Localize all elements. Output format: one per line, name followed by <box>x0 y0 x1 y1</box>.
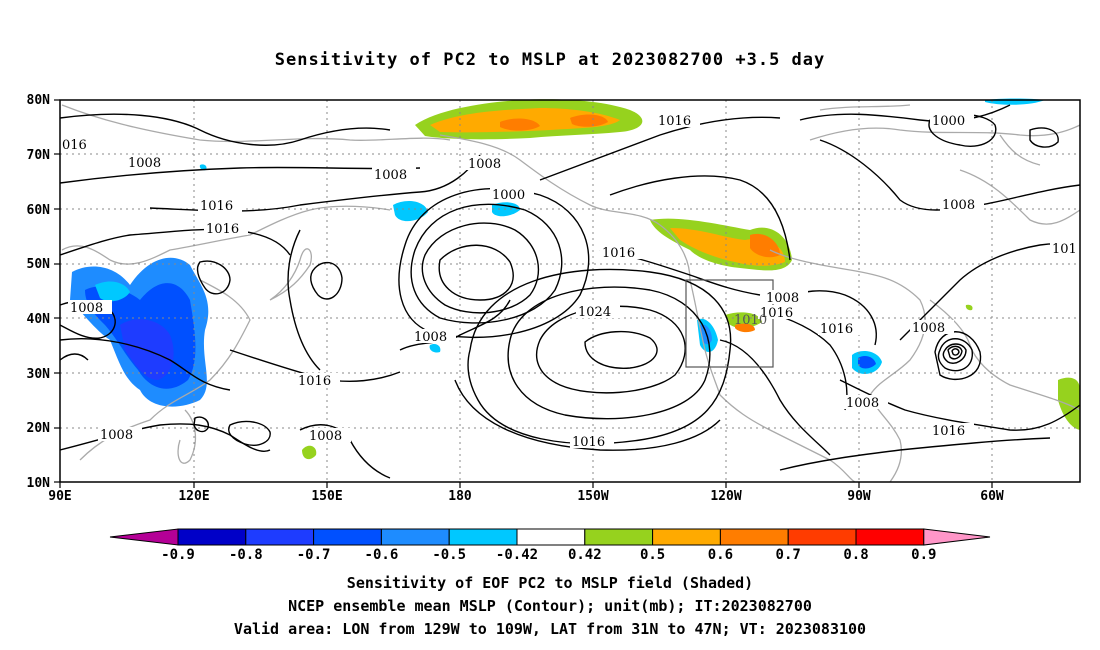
contour-label: 1008 <box>942 198 975 213</box>
colorbar-max-arrow <box>923 528 991 546</box>
colorbar-tick-label: 0.6 <box>708 547 733 563</box>
contour-label: 1016 <box>200 199 233 214</box>
lon-label: 120E <box>178 489 209 504</box>
contour-labels: 1008 016 1008 1016 1016 1008 1000 1016 1… <box>62 113 1080 450</box>
colorbar-swatch <box>584 528 654 546</box>
lat-label: 60N <box>27 203 51 218</box>
footer-caption-line-1: Sensitivity of EOF PC2 to MSLP field (Sh… <box>346 574 754 592</box>
colorbar-swatch <box>855 528 925 546</box>
colorbar-swatch <box>448 528 518 546</box>
contour-label: 1008 <box>128 156 161 171</box>
lat-label: 40N <box>27 312 51 327</box>
colorbar-swatch <box>380 528 450 546</box>
lat-label: 10N <box>27 476 51 491</box>
contour-label: 1016 <box>820 322 853 337</box>
contour-label: 1000 <box>932 114 965 129</box>
contour-label: 1016 <box>760 306 793 321</box>
contour-label: 1016 <box>658 114 691 129</box>
contour-label: 1008 <box>70 301 103 316</box>
colorbar-swatch <box>313 528 382 546</box>
colorbar-tick-label: -0.8 <box>229 547 263 563</box>
contour-label: 1008 <box>309 429 342 444</box>
svg-text:016: 016 <box>62 138 87 153</box>
mslp-contours <box>59 104 1081 479</box>
contour-label: 1008 <box>414 330 447 345</box>
lat-label: 50N <box>27 257 51 272</box>
lon-label: 150W <box>577 489 608 504</box>
lat-label: 70N <box>27 148 51 163</box>
sensitivity-shading <box>70 98 1080 460</box>
colorbar-swatch <box>652 528 721 546</box>
colorbar-min-arrow <box>109 528 179 546</box>
colorbar-swatch <box>719 528 789 546</box>
contour-label: 1008 <box>468 157 501 172</box>
footer-caption-line-2: NCEP ensemble mean MSLP (Contour); unit(… <box>288 597 812 615</box>
valid-area-box <box>685 279 774 368</box>
colorbar-tick-label: 0.5 <box>640 547 665 563</box>
axis-ticks <box>54 99 993 488</box>
footer-caption-line-3: Valid area: LON from 129W to 109W, LAT f… <box>233 620 867 638</box>
colorbar: -0.9 -0.8 -0.7 -0.6 -0.5 -0.42 0.42 0.5 0.6 0.7 0.… <box>109 528 991 563</box>
chart-title: Sensitivity of PC2 to MSLP at 2023082700… <box>274 50 826 70</box>
lat-label: 80N <box>27 93 51 108</box>
lat-label: 30N <box>27 367 51 382</box>
contour-label: 1016 <box>572 435 605 450</box>
contour-label: 1016 <box>206 222 239 237</box>
contour-label: 1008 <box>912 321 945 336</box>
contour-label: 1008 <box>846 396 879 411</box>
contour-label: 1016 <box>602 246 635 261</box>
longitude-labels: 90E 120E 150E 180 150W 120W 90W 60W <box>48 489 1004 504</box>
colorbar-tick-label: -0.42 <box>496 547 538 563</box>
colorbar-swatch <box>516 528 586 546</box>
colorbar-tick-label: -0.9 <box>161 547 195 563</box>
lon-label: 120W <box>710 489 741 504</box>
lon-label: 90E <box>48 489 71 504</box>
lat-label: 20N <box>27 421 51 436</box>
lon-label: 90W <box>847 489 871 504</box>
colorbar-swatch <box>177 528 247 546</box>
colorbar-tick-label: 0.8 <box>843 547 868 563</box>
latitude-labels: 10N 20N 30N 40N 50N 60N 70N 80N <box>27 93 51 491</box>
contour-label: 1016 <box>298 374 331 389</box>
contour-label: 1024 <box>578 305 611 320</box>
contour-label: 1008 <box>766 291 799 306</box>
colorbar-tick-label: -0.5 <box>432 547 466 563</box>
lat-lon-grid <box>60 100 1080 482</box>
contour-label: 1008 <box>374 168 407 183</box>
lon-label: 150E <box>311 489 342 504</box>
map-frame <box>59 99 1081 483</box>
colorbar-tick-label: 0.9 <box>911 547 936 563</box>
contour-label: 1008 <box>100 428 133 443</box>
contour-label: 1000 <box>492 188 525 203</box>
lon-label: 180 <box>448 489 472 504</box>
colorbar-swatch <box>787 528 857 546</box>
lon-label: 60W <box>980 489 1004 504</box>
contour-label: 1016 <box>932 424 965 439</box>
svg-text:101: 101 <box>1052 242 1077 257</box>
colorbar-tick-label: 0.7 <box>776 547 801 563</box>
colorbar-tick-label: 0.42 <box>568 547 602 563</box>
svg-text:1010: 1010 <box>734 313 767 328</box>
colorbar-tick-label: -0.6 <box>365 547 399 563</box>
colorbar-tick-label: -0.7 <box>297 547 331 563</box>
colorbar-swatch <box>245 528 315 546</box>
